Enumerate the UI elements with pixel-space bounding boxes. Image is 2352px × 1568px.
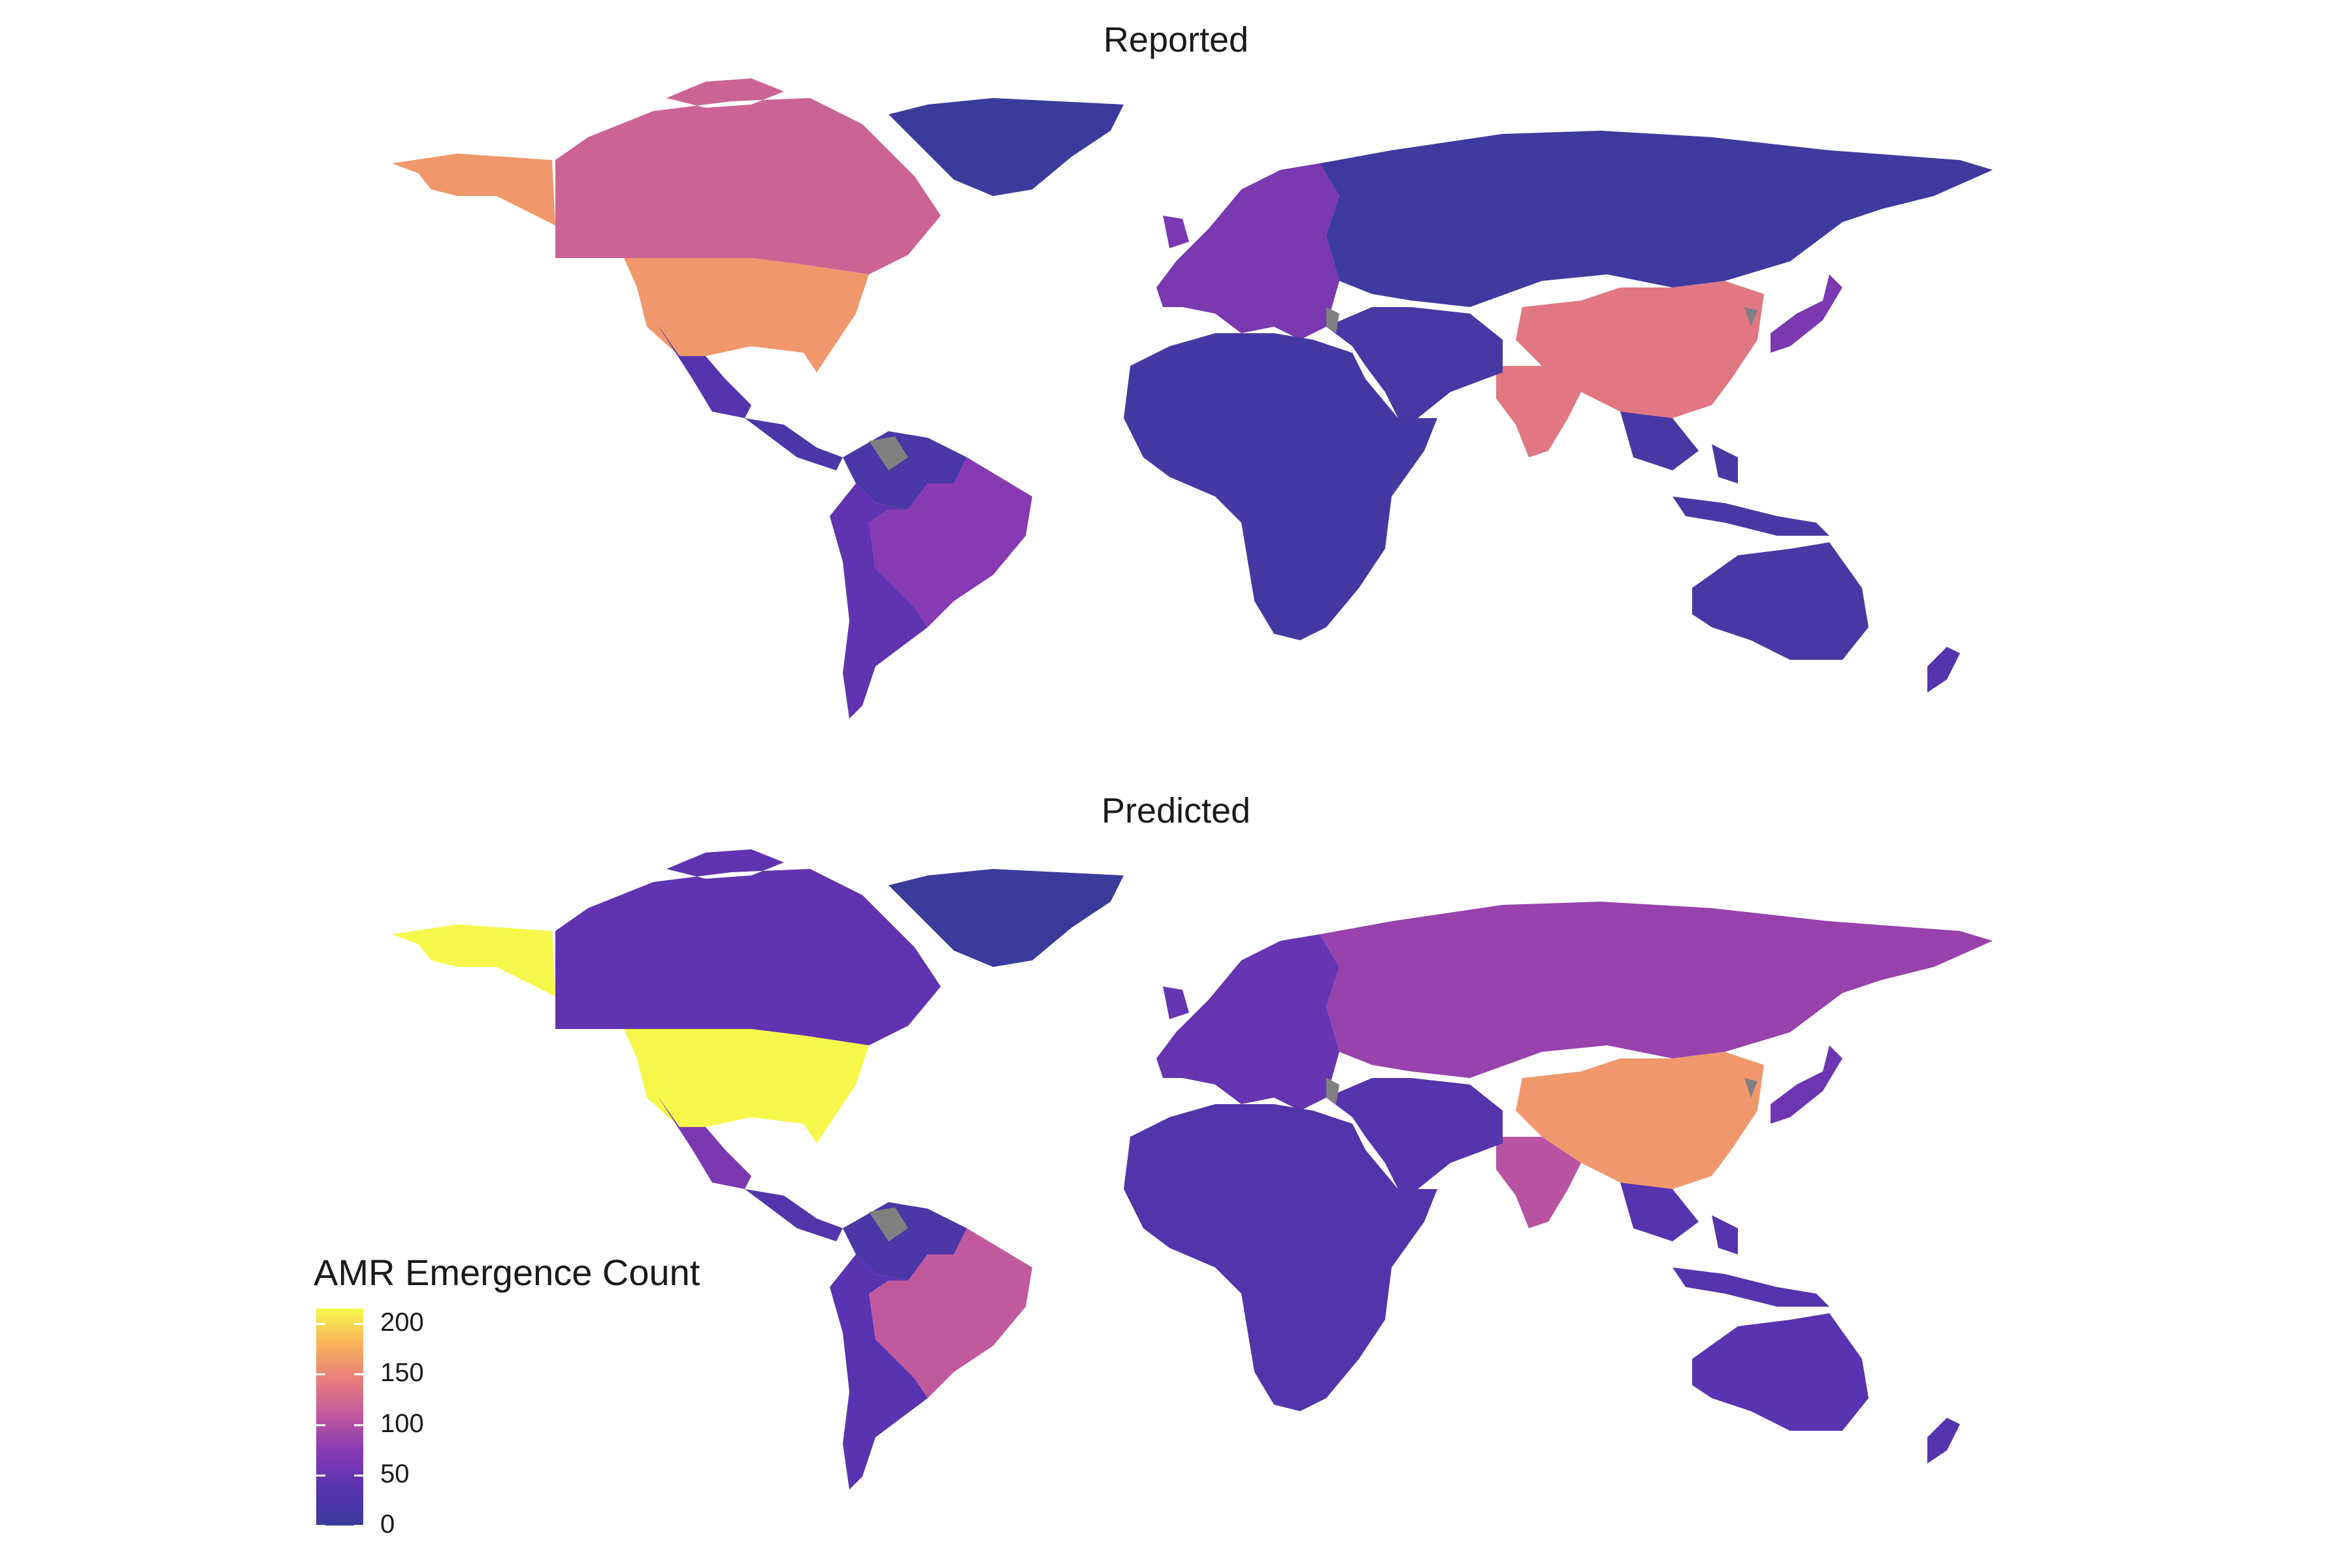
legend-tick [354, 1474, 363, 1477]
reported-region-china [1516, 281, 1764, 418]
legend-title: AMR Emergence Count [314, 1252, 700, 1293]
legend-label: 0 [380, 1510, 395, 1539]
legend-label: 100 [380, 1409, 424, 1438]
reported-region-missing-korea [1744, 307, 1757, 327]
panel-title-reported: Reported [1103, 20, 1249, 59]
reported-region-india [1496, 366, 1581, 457]
reported-region-mexico [657, 323, 751, 418]
reported-region-japan [1771, 274, 1842, 353]
predicted-region-north-america-canada [555, 849, 941, 1045]
predicted-region-greenland [889, 869, 1124, 967]
legend-tick [316, 1373, 325, 1376]
predicted-region-north-america-alaska [392, 924, 555, 996]
reported-region-north-america-canada [555, 78, 941, 274]
reported-region-new-zealand [1927, 647, 1960, 693]
predicted-region-mexico [657, 1094, 751, 1189]
reported-region-russia [1320, 131, 1993, 307]
legend-tick [316, 1474, 325, 1477]
predicted-region-middle-east [1326, 1078, 1503, 1189]
reported-region-north-america-usa [624, 258, 869, 372]
reported-region-southeast-asia [1620, 412, 1829, 536]
predicted-region-india [1496, 1137, 1581, 1228]
predicted-region-brazil [869, 1228, 1032, 1398]
predicted-region-russia [1320, 902, 1993, 1078]
reported-region-africa [1124, 333, 1437, 640]
reported-region-south-america-south [830, 483, 928, 719]
predicted-region-china [1516, 1052, 1764, 1189]
legend-tick [316, 1525, 325, 1527]
reported-region-central-america [745, 418, 843, 470]
world-map-predicted [392, 849, 1993, 1490]
panel-title-predicted: Predicted [1101, 791, 1251, 830]
predicted-region-africa [1124, 1104, 1437, 1411]
predicted-region-south-america-north [843, 1202, 967, 1281]
predicted-region-central-america [745, 1189, 843, 1241]
reported-region-missing-levant [1326, 307, 1339, 333]
predicted-region-missing-levant [1326, 1078, 1339, 1104]
legend-tick [354, 1373, 363, 1376]
predicted-region-missing-venezuela [869, 1207, 908, 1241]
predicted-region-europe [1156, 934, 1339, 1111]
legend-color-bar [316, 1309, 363, 1526]
legend-label: 150 [380, 1358, 424, 1388]
reported-region-australia [1692, 542, 1869, 660]
predicted-region-japan [1771, 1045, 1842, 1124]
predicted-region-south-america-south [830, 1254, 928, 1490]
legend-tick [316, 1424, 325, 1426]
legend-tick [354, 1424, 363, 1426]
predicted-region-north-america-usa [624, 1029, 869, 1143]
predicted-region-new-zealand [1927, 1418, 1960, 1463]
legend-tick [354, 1525, 363, 1527]
reported-region-middle-east [1326, 307, 1503, 418]
reported-region-greenland [889, 98, 1124, 196]
predicted-region-missing-korea [1744, 1078, 1757, 1098]
predicted-region-australia [1692, 1313, 1869, 1431]
legend-tick [316, 1323, 325, 1326]
world-map-reported [392, 78, 1993, 719]
reported-region-south-america-north [843, 431, 967, 510]
color-legend: AMR Emergence Count 0 50 100 150 200 [307, 1251, 764, 1565]
predicted-region-southeast-asia [1620, 1183, 1829, 1307]
legend-tick [354, 1323, 363, 1326]
reported-region-north-america-alaska [392, 154, 555, 225]
reported-region-missing-venezuela [869, 436, 908, 470]
reported-region-brazil [869, 457, 1032, 627]
legend-label: 200 [380, 1308, 424, 1337]
reported-region-europe [1156, 163, 1339, 340]
legend-label: 50 [380, 1459, 410, 1488]
